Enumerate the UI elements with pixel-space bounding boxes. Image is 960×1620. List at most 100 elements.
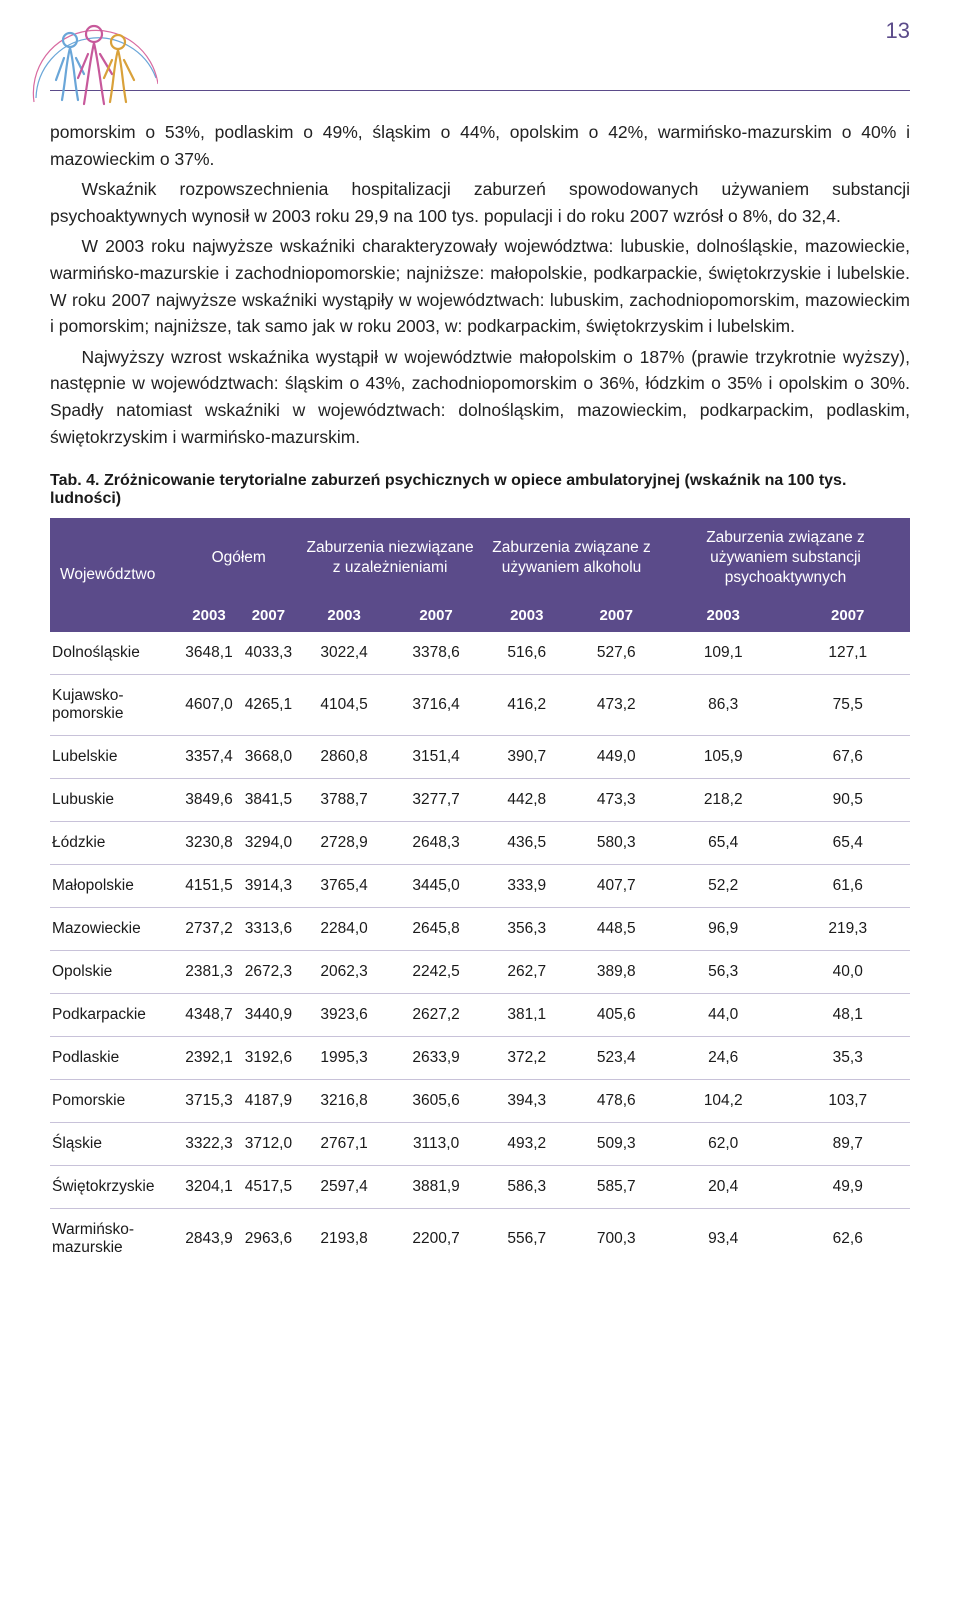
- table-cell: 105,9: [661, 735, 785, 778]
- col-group-3: Zaburzenia związane z używaniem substanc…: [661, 518, 910, 598]
- table-cell: 2284,0: [298, 907, 390, 950]
- table-cell: 3715,3: [179, 1079, 238, 1122]
- table-cell: 49,9: [785, 1165, 910, 1208]
- table-cell: 3294,0: [239, 821, 298, 864]
- table-cell: 93,4: [661, 1208, 785, 1269]
- table-row: Lubelskie3357,43668,02860,83151,4390,744…: [50, 735, 910, 778]
- paragraph-2: Wskaźnik rozpowszechnienia hospitalizacj…: [50, 176, 910, 229]
- table-cell: 449,0: [572, 735, 661, 778]
- table-cell: 65,4: [785, 821, 910, 864]
- table-cell: 3230,8: [179, 821, 238, 864]
- table-cell: 416,2: [482, 674, 571, 735]
- table-row: Opolskie2381,32672,32062,32242,5262,7389…: [50, 950, 910, 993]
- table-header: Województwo Ogółem Zaburzenia niezwiązan…: [50, 518, 910, 631]
- year-header: 2003: [482, 599, 571, 632]
- table-cell: 356,3: [482, 907, 571, 950]
- table-cell: 40,0: [785, 950, 910, 993]
- table-cell: 407,7: [572, 864, 661, 907]
- table-cell: 556,7: [482, 1208, 571, 1269]
- table-cell: 442,8: [482, 778, 571, 821]
- table-cell: 509,3: [572, 1122, 661, 1165]
- table-cell: 372,2: [482, 1036, 571, 1079]
- table-cell: 2242,5: [390, 950, 482, 993]
- row-label: Dolnośląskie: [50, 632, 179, 675]
- table-cell: 381,1: [482, 993, 571, 1036]
- table-cell: 3716,4: [390, 674, 482, 735]
- table-cell: 44,0: [661, 993, 785, 1036]
- row-label: Podkarpackie: [50, 993, 179, 1036]
- table-row: Kujawsko-pomorskie4607,04265,14104,53716…: [50, 674, 910, 735]
- table-cell: 3914,3: [239, 864, 298, 907]
- table-cell: 3788,7: [298, 778, 390, 821]
- table-cell: 89,7: [785, 1122, 910, 1165]
- table-body: Dolnośląskie3648,14033,33022,43378,6516,…: [50, 632, 910, 1269]
- table-cell: 56,3: [661, 950, 785, 993]
- table-caption: Tab. 4. Zróżnicowanie terytorialne zabur…: [50, 472, 910, 508]
- table-cell: 20,4: [661, 1165, 785, 1208]
- table-cell: 3022,4: [298, 632, 390, 675]
- table-cell: 4033,3: [239, 632, 298, 675]
- row-label: Opolskie: [50, 950, 179, 993]
- table-cell: 2860,8: [298, 735, 390, 778]
- table-cell: 3765,4: [298, 864, 390, 907]
- table-cell: 2728,9: [298, 821, 390, 864]
- table-cell: 90,5: [785, 778, 910, 821]
- table-cell: 2633,9: [390, 1036, 482, 1079]
- table-cell: 62,6: [785, 1208, 910, 1269]
- table-cell: 478,6: [572, 1079, 661, 1122]
- year-header: 2007: [239, 599, 298, 632]
- table-cell: 3668,0: [239, 735, 298, 778]
- table-cell: 523,4: [572, 1036, 661, 1079]
- table-cell: 109,1: [661, 632, 785, 675]
- table-cell: 473,2: [572, 674, 661, 735]
- table-cell: 3113,0: [390, 1122, 482, 1165]
- table-cell: 448,5: [572, 907, 661, 950]
- table-cell: 585,7: [572, 1165, 661, 1208]
- paragraph-3: W 2003 roku najwyższe wskaźniki charakte…: [50, 233, 910, 339]
- row-label: Podlaskie: [50, 1036, 179, 1079]
- table-cell: 104,2: [661, 1079, 785, 1122]
- table-cell: 394,3: [482, 1079, 571, 1122]
- table-cell: 3881,9: [390, 1165, 482, 1208]
- table-cell: 3378,6: [390, 632, 482, 675]
- table-row: Mazowieckie2737,23313,62284,02645,8356,3…: [50, 907, 910, 950]
- table-cell: 700,3: [572, 1208, 661, 1269]
- table-cell: 389,8: [572, 950, 661, 993]
- table-cell: 3712,0: [239, 1122, 298, 1165]
- row-label: Łódzkie: [50, 821, 179, 864]
- table-row: Pomorskie3715,34187,93216,83605,6394,347…: [50, 1079, 910, 1122]
- table-cell: 3313,6: [239, 907, 298, 950]
- table-cell: 61,6: [785, 864, 910, 907]
- table-cell: 3357,4: [179, 735, 238, 778]
- table-row: Podlaskie2392,13192,61995,32633,9372,252…: [50, 1036, 910, 1079]
- table-cell: 62,0: [661, 1122, 785, 1165]
- table-row: Dolnośląskie3648,14033,33022,43378,6516,…: [50, 632, 910, 675]
- table-cell: 4607,0: [179, 674, 238, 735]
- table-cell: 527,6: [572, 632, 661, 675]
- row-label: Warmińsko-mazurskie: [50, 1208, 179, 1269]
- table-cell: 2627,2: [390, 993, 482, 1036]
- table-cell: 2597,4: [298, 1165, 390, 1208]
- table-cell: 4187,9: [239, 1079, 298, 1122]
- table-cell: 2392,1: [179, 1036, 238, 1079]
- table-cell: 2062,3: [298, 950, 390, 993]
- table-cell: 218,2: [661, 778, 785, 821]
- table-cell: 3605,6: [390, 1079, 482, 1122]
- table-cell: 3216,8: [298, 1079, 390, 1122]
- table-cell: 390,7: [482, 735, 571, 778]
- paragraph-1: pomorskim o 53%, podlaskim o 49%, śląski…: [50, 119, 910, 172]
- table-cell: 516,6: [482, 632, 571, 675]
- year-header: 2007: [785, 599, 910, 632]
- table-cell: 2645,8: [390, 907, 482, 950]
- table-cell: 2963,6: [239, 1208, 298, 1269]
- year-header: 2003: [179, 599, 238, 632]
- table-cell: 103,7: [785, 1079, 910, 1122]
- year-header: 2003: [298, 599, 390, 632]
- row-label: Kujawsko-pomorskie: [50, 674, 179, 735]
- table-row: Świętokrzyskie3204,14517,52597,43881,958…: [50, 1165, 910, 1208]
- row-label: Świętokrzyskie: [50, 1165, 179, 1208]
- col-ogolem: Ogółem: [179, 518, 298, 598]
- table-cell: 580,3: [572, 821, 661, 864]
- table-cell: 3440,9: [239, 993, 298, 1036]
- col-wojewodztwo: Województwo: [50, 518, 179, 631]
